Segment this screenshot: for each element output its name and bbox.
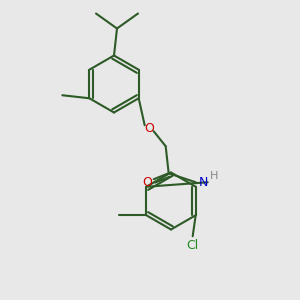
Text: N: N (199, 176, 208, 189)
Text: O: O (143, 176, 153, 189)
Text: O: O (144, 122, 154, 135)
Text: Cl: Cl (187, 239, 199, 252)
Text: H: H (209, 171, 218, 181)
